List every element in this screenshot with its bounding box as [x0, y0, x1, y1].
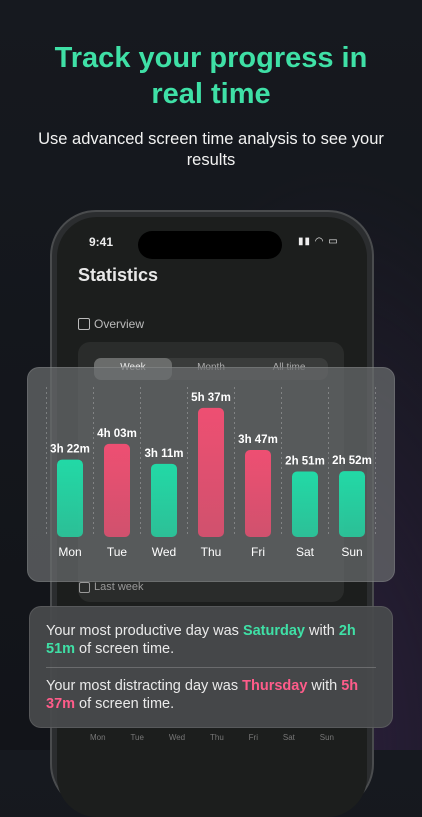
- day-label: Sat: [282, 733, 295, 742]
- calendar-icon: [79, 582, 90, 593]
- day-label: Fri: [248, 733, 258, 742]
- bar: [151, 463, 177, 537]
- day-label: Sun: [319, 733, 334, 742]
- x-tick-label: Sun: [341, 545, 362, 559]
- x-tick-label: Sat: [296, 545, 315, 559]
- status-icons: ▮▮ ◠ ▭: [298, 236, 339, 247]
- x-tick-label: Thu: [201, 545, 222, 559]
- value-label: 4h 03m: [97, 428, 137, 440]
- overview-icon: [78, 318, 90, 330]
- text: of screen time.: [75, 641, 175, 657]
- value-label: 5h 37m: [191, 392, 231, 404]
- value-label: 3h 47m: [238, 434, 278, 446]
- day-label: Wed: [168, 733, 186, 742]
- text: of screen time.: [75, 696, 175, 712]
- chart: 3h 22m Mon 4h 03m Tue 3h 11m Wed 5h 37m Thu 3h 4…: [46, 387, 376, 559]
- highlight: Saturday: [242, 623, 305, 639]
- highlight: Thursday: [242, 678, 308, 694]
- value-label: 3h 11m: [145, 448, 184, 460]
- separator: [46, 667, 376, 668]
- insight-text: Your most distracting day was Thursday w…: [46, 677, 376, 713]
- bar: [292, 471, 318, 537]
- bar: [198, 407, 224, 537]
- bar: [104, 443, 130, 537]
- x-tick-label: Wed: [152, 545, 176, 559]
- day-label: Mon: [90, 733, 106, 742]
- x-tick-label: Fri: [251, 545, 265, 559]
- highlight: 2h 51m: [46, 623, 356, 657]
- section-label: Overview: [94, 317, 145, 331]
- bar: [245, 450, 271, 537]
- day-label: Tue: [130, 733, 144, 742]
- dynamic-island: [138, 231, 282, 259]
- bar: [57, 459, 83, 537]
- screen-title: Statistics: [78, 265, 159, 285]
- value-label: 2h 52m: [332, 455, 372, 467]
- value-label: 3h 22m: [50, 444, 90, 456]
- highlight: 5h 37m: [46, 678, 359, 712]
- bottom-days: Mon Tue Wed Thu Fri Sat Sun: [90, 733, 334, 742]
- bar: [339, 471, 365, 537]
- x-tick-label: Tue: [107, 545, 128, 559]
- text: with: [307, 678, 342, 694]
- status-time: 9:41: [89, 235, 114, 249]
- value-label: 2h 51m: [285, 456, 325, 468]
- day-label: Thu: [210, 733, 224, 742]
- title: Track your progress in real time: [54, 42, 368, 110]
- text: Your most productive day was: [46, 623, 243, 639]
- text: with: [305, 623, 339, 639]
- subtitle: Use advanced screen time analysis to see…: [38, 130, 384, 169]
- x-tick-label: Mon: [58, 545, 81, 559]
- text: Your most distracting day was: [46, 678, 243, 694]
- insight-text: Your most productive day was Saturday wi…: [46, 622, 376, 658]
- insights-panel: Your most productive day was Saturday wi…: [29, 606, 393, 728]
- last-week-label: Last week: [94, 581, 144, 593]
